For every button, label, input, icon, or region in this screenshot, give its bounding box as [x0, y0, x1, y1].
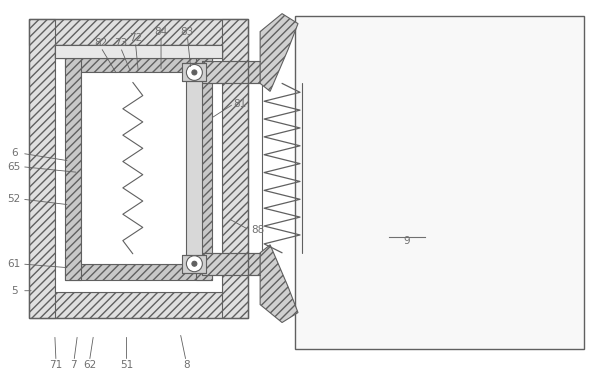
Bar [65, 56, 81, 280]
Text: 5: 5 [11, 286, 17, 296]
Bar [196, 56, 212, 280]
Text: 65: 65 [8, 162, 21, 172]
Text: 82: 82 [94, 38, 107, 48]
Bar [55, 44, 222, 59]
Bar [65, 56, 212, 72]
Bar [29, 19, 248, 44]
Circle shape [192, 261, 197, 266]
Bar [29, 19, 55, 318]
Circle shape [192, 70, 197, 75]
Bar [202, 62, 260, 83]
Bar [202, 253, 260, 275]
Text: 6: 6 [11, 148, 17, 158]
Text: 61: 61 [8, 259, 21, 269]
Bar [29, 19, 248, 318]
Text: 81: 81 [233, 99, 246, 109]
Bar [55, 44, 222, 59]
Text: 9: 9 [404, 236, 410, 246]
Text: 7: 7 [71, 360, 77, 370]
Text: 83: 83 [181, 27, 194, 37]
Text: 84: 84 [155, 27, 168, 37]
Text: 8: 8 [183, 360, 189, 370]
Bar [183, 64, 206, 82]
Polygon shape [260, 245, 298, 322]
Bar [222, 19, 248, 318]
Text: 72: 72 [129, 33, 142, 43]
Bar [65, 264, 212, 280]
Bar [55, 44, 222, 59]
Polygon shape [260, 14, 298, 92]
Bar [81, 72, 196, 264]
Text: 73: 73 [114, 38, 127, 48]
Text: 62: 62 [83, 360, 96, 370]
Text: 51: 51 [120, 360, 133, 370]
Circle shape [186, 64, 202, 80]
Bar [186, 72, 202, 264]
Bar [29, 291, 248, 318]
Bar [183, 255, 206, 273]
Circle shape [186, 256, 202, 272]
Text: 71: 71 [49, 360, 63, 370]
Bar [55, 44, 222, 291]
Bar [295, 16, 584, 349]
Text: 88: 88 [251, 225, 264, 235]
Text: 52: 52 [8, 194, 21, 204]
